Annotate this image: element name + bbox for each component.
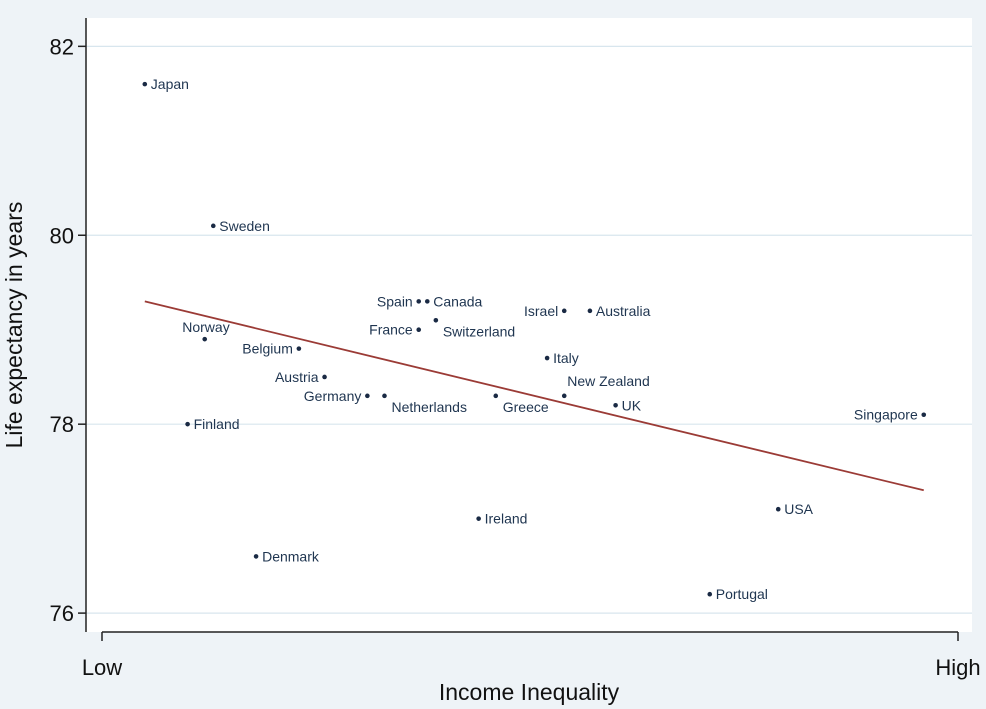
point-austria: [322, 374, 327, 380]
grid-layer: [86, 45, 972, 614]
x-tick-label: Low: [82, 655, 122, 680]
plot-area: [86, 18, 972, 632]
point-uk: [613, 402, 618, 408]
point-ireland: [476, 516, 481, 521]
point-netherlands: [382, 393, 387, 399]
point-label-finland: Finland: [194, 416, 240, 432]
point-france: [416, 327, 422, 333]
x-tick-label: High: [935, 655, 980, 680]
y-tick-label: 76: [50, 601, 74, 626]
point-label-germany: Germany: [304, 388, 362, 404]
point-finland: [185, 421, 190, 427]
point-label-austria: Austria: [275, 369, 319, 385]
point-italy: [544, 355, 550, 361]
point-label-australia: Australia: [596, 303, 651, 319]
point-singapore: [921, 412, 927, 418]
x-axis-title: Income Inequality: [439, 679, 620, 705]
point-label-new-zealand: New Zealand: [567, 373, 650, 389]
point-sweden: [210, 223, 216, 229]
point-label-portugal: Portugal: [716, 586, 768, 602]
y-ticks-layer: 76 78 80 82: [50, 34, 86, 626]
point-germany: [365, 393, 370, 399]
point-belgium: [296, 346, 302, 351]
points-layer: Japan Sweden Norway Finland Belgium Austria De…: [142, 76, 927, 602]
point-label-israel: Israel: [524, 303, 558, 319]
point-switzerland: [433, 317, 439, 323]
point-label-greece: Greece: [503, 399, 549, 415]
point-label-ireland: Ireland: [485, 511, 528, 527]
point-usa: [775, 506, 781, 512]
point-label-uk: UK: [622, 397, 642, 413]
point-new-zealand: [561, 393, 567, 399]
point-greece: [493, 393, 499, 399]
point-label-italy: Italy: [553, 350, 579, 366]
point-portugal: [707, 591, 713, 597]
point-norway: [202, 336, 208, 342]
point-denmark: [253, 554, 259, 559]
point-label-sweden: Sweden: [219, 218, 270, 234]
point-label-usa: USA: [784, 501, 813, 517]
point-label-norway: Norway: [182, 319, 229, 335]
y-axis-title: Life expectancy in years: [1, 202, 27, 449]
fit-line-layer: [144, 300, 924, 492]
axes-layer: [85, 18, 958, 633]
point-label-singapore: Singapore: [854, 407, 918, 423]
point-canada: [424, 299, 430, 304]
point-japan: [142, 81, 148, 87]
y-tick-label: 80: [50, 223, 74, 248]
point-israel: [561, 308, 567, 314]
point-label-canada: Canada: [433, 293, 482, 309]
y-tick-label: 78: [50, 412, 74, 437]
point-label-switzerland: Switzerland: [443, 323, 515, 339]
point-spain: [416, 299, 422, 304]
x-ticks-layer: Low High: [82, 632, 981, 680]
point-label-spain: Spain: [377, 293, 413, 309]
point-label-japan: Japan: [151, 76, 189, 92]
fit-line: [144, 300, 924, 492]
point-label-belgium: Belgium: [242, 341, 293, 357]
y-tick-label: 82: [50, 34, 74, 59]
point-label-france: France: [369, 322, 413, 338]
point-label-denmark: Denmark: [262, 548, 320, 564]
point-australia: [587, 308, 593, 314]
point-label-netherlands: Netherlands: [391, 399, 467, 415]
